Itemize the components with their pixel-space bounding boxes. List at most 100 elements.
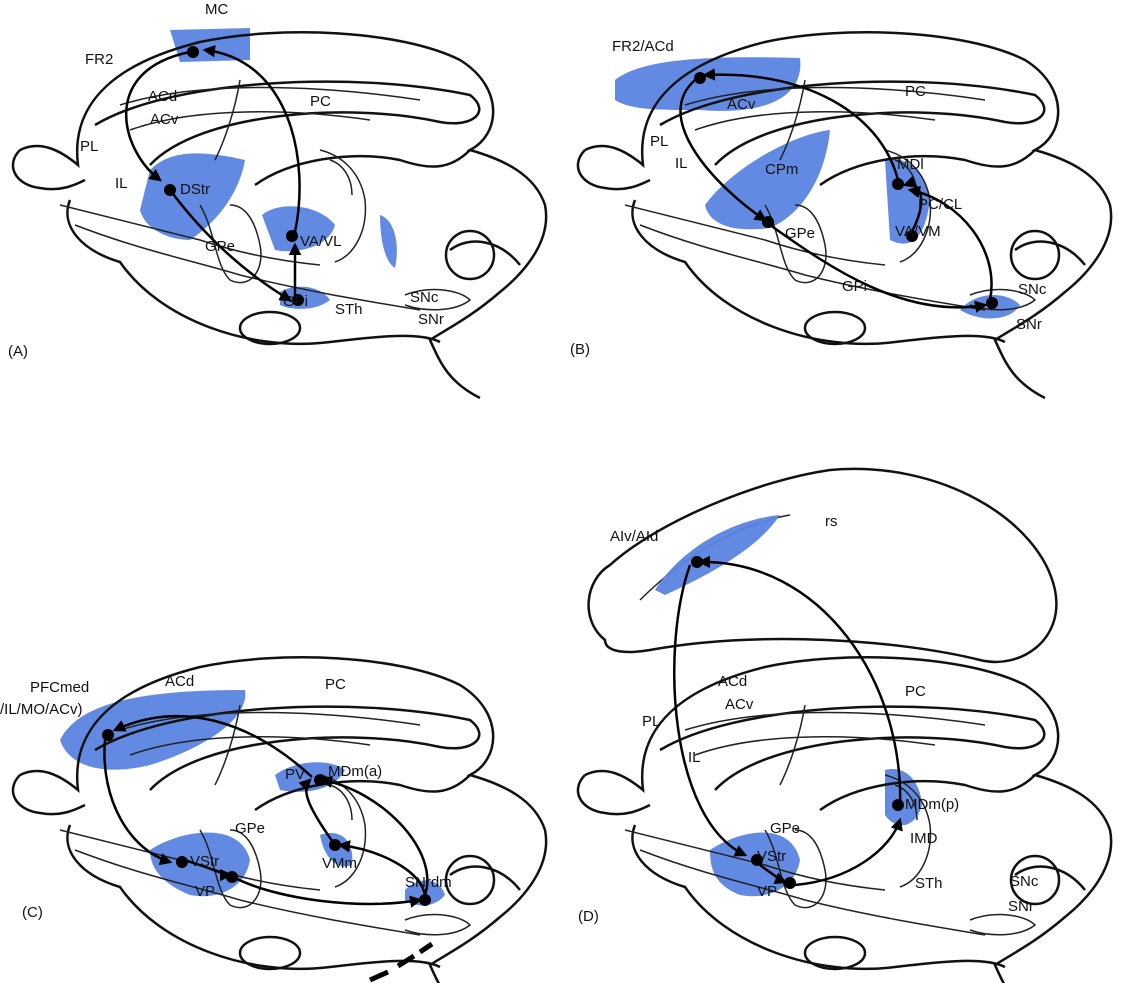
- region-label: GPe: [235, 820, 265, 837]
- region-label: SNc: [1018, 281, 1047, 298]
- region-label: VStr: [757, 848, 786, 865]
- region-label: VMm: [322, 855, 357, 872]
- node-dot: [751, 854, 763, 866]
- node-dot: [762, 216, 774, 228]
- region-label: MDm(p): [905, 796, 959, 813]
- region-label: PC/CL: [918, 196, 962, 213]
- highlighted-region: [170, 28, 250, 62]
- pathway-arrow: [169, 189, 293, 302]
- region-label: SNrdm: [405, 874, 452, 891]
- region-label: IMD: [910, 830, 938, 847]
- region-label: MDl: [897, 156, 924, 173]
- highlighted-region: [140, 153, 245, 240]
- region-label: STh: [335, 301, 363, 318]
- region-label: SNr: [1016, 316, 1042, 333]
- pathway-arrow: [124, 50, 191, 182]
- region-label: PL: [642, 713, 660, 730]
- node-dot: [329, 839, 341, 851]
- node-dot: [187, 46, 199, 58]
- region-label: VP: [757, 883, 777, 900]
- pathway-arrow: [902, 175, 923, 236]
- node-dot: [694, 72, 706, 84]
- node-dot: [691, 556, 703, 568]
- region-label: SNr: [418, 311, 444, 328]
- region-label: ACd: [148, 88, 177, 105]
- highlighted-region: [60, 690, 246, 770]
- region-label: MC: [205, 1, 228, 18]
- node-dot: [286, 230, 298, 242]
- pathway-arrow: [103, 739, 173, 866]
- node-dot: [176, 856, 188, 868]
- region-label: AIv/AId: [610, 528, 658, 545]
- panel-b: FR2/ACd ACv PC PL IL CPm MDl GPe PC/CL V…: [570, 31, 1113, 400]
- region-label: IL: [675, 155, 688, 172]
- region-label: DStr: [180, 181, 210, 198]
- brain-outline: [11, 656, 548, 983]
- panel-label: (A): [8, 343, 28, 360]
- region-label: ACv: [727, 96, 756, 113]
- region-label: STh: [915, 875, 943, 892]
- node-dot: [314, 774, 326, 786]
- region-label: FR2/ACd: [612, 38, 674, 55]
- region-label: PFCmed: [30, 679, 89, 696]
- pathway-arrow: [673, 564, 748, 857]
- pathway-arrow: [702, 68, 900, 181]
- pathway-arrow: [112, 714, 313, 778]
- pathway-arrow: [697, 555, 902, 811]
- region-label: ACv: [725, 696, 754, 713]
- region-label: MDm(a): [328, 763, 382, 780]
- node-dot: [292, 294, 304, 306]
- region-label: SNc: [410, 289, 439, 306]
- region-label: PC: [905, 683, 926, 700]
- region-label: ACd: [165, 673, 194, 690]
- region-label: GPi: [842, 278, 867, 295]
- region-label: SNr: [1008, 898, 1034, 915]
- panel-label: (C): [22, 904, 43, 921]
- region-label: PC: [310, 93, 331, 110]
- region-label: SNc: [1010, 873, 1039, 890]
- region-label: GPe: [205, 238, 235, 255]
- pathway-arrow: [769, 223, 988, 313]
- pathway-arrow: [794, 817, 903, 887]
- pathway-arrow: [337, 840, 427, 896]
- region-label: /IL/MO/ACv): [0, 701, 83, 718]
- node-dot: [784, 877, 796, 889]
- panel-label: (B): [570, 341, 590, 358]
- region-label: VP: [195, 883, 215, 900]
- region-label: GPe: [785, 225, 815, 242]
- pathway-arrow: [202, 44, 301, 233]
- region-label: GPi: [283, 293, 308, 310]
- region-label: VA/VL: [300, 233, 341, 250]
- node-dot: [419, 894, 431, 906]
- outline: [587, 467, 1058, 664]
- outline: [368, 941, 434, 983]
- node-dot: [892, 799, 904, 811]
- region-label: rs: [825, 513, 838, 530]
- region-label: IL: [115, 175, 128, 192]
- highlighted-region: [705, 130, 830, 230]
- pathway-arrow: [234, 876, 423, 908]
- highlighted-region: [655, 515, 780, 595]
- region-label: PL: [80, 138, 98, 155]
- region-label: CPm: [765, 161, 798, 178]
- pathway-arrow: [319, 775, 429, 896]
- node-dot: [906, 230, 918, 242]
- region-label: ACv: [150, 111, 179, 128]
- highlighted-region: [380, 215, 397, 268]
- node-dot: [986, 297, 998, 309]
- node-dot: [164, 184, 176, 196]
- node-dot: [892, 178, 904, 190]
- panel-d: AIv/AId rs ACd ACv PC PL IL MDm(p) IMD G…: [576, 467, 1113, 983]
- region-label: VStr: [190, 853, 219, 870]
- pathway-arrow: [679, 79, 768, 222]
- panel-label: (D): [578, 908, 599, 925]
- highlighted-region: [615, 57, 801, 111]
- pathway-arrow: [907, 185, 993, 301]
- region-label: ACd: [718, 673, 747, 690]
- region-label: GPe: [770, 820, 800, 837]
- node-dot: [226, 871, 238, 883]
- region-label: FR2: [85, 51, 113, 68]
- region-label: PC: [325, 676, 346, 693]
- region-label: VA/VM: [895, 223, 941, 240]
